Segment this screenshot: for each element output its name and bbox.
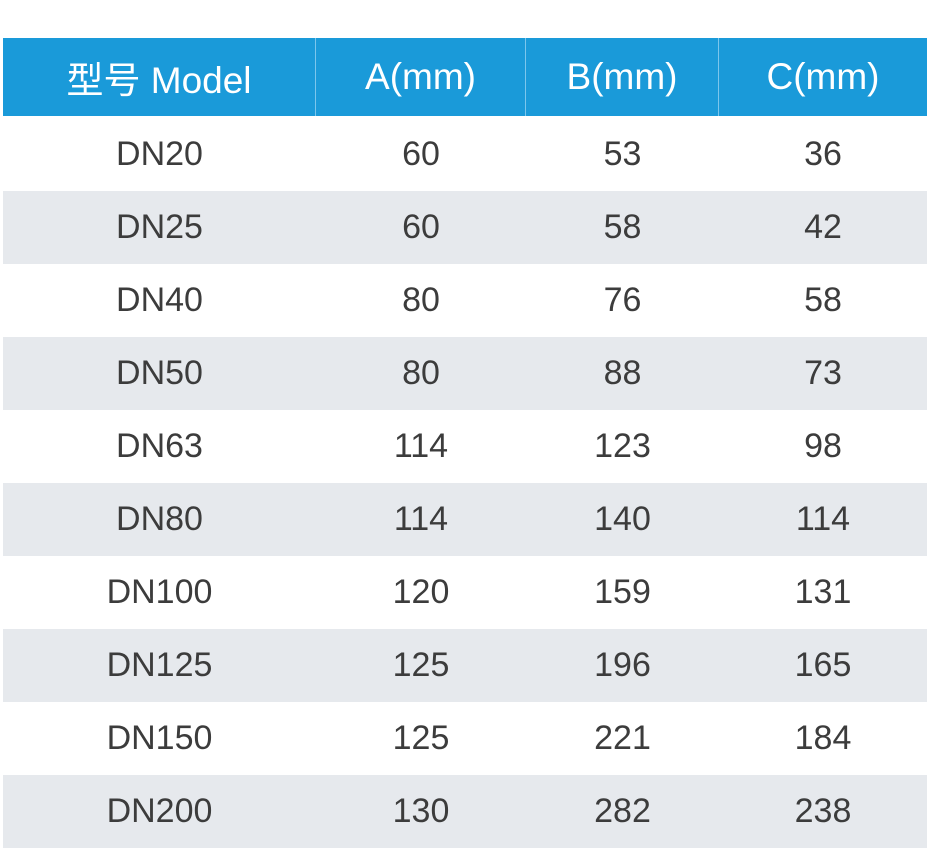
- header-a: A(mm): [316, 38, 526, 116]
- cell-b: 88: [603, 354, 642, 392]
- spec-table: 型号 Model A(mm) B(mm) C(mm) DN20 60 53 36 DN2…: [3, 38, 927, 848]
- cell-b: 282: [594, 792, 651, 830]
- table-row: DN100 120 159 131: [3, 556, 927, 629]
- cell-a: 125: [392, 646, 450, 684]
- table-body: DN20 60 53 36 DN25 60 58 42 DN40 80 76 58 DN50 80 88 73…: [3, 118, 927, 848]
- cell-b: 221: [594, 719, 651, 757]
- cell-model: DN20: [116, 135, 203, 173]
- cell-c: 58: [804, 281, 842, 319]
- table-row: DN40 80 76 58: [3, 264, 927, 337]
- cell-model: DN50: [116, 354, 203, 392]
- header-c: C(mm): [766, 56, 880, 97]
- cell-a: 60: [402, 135, 440, 173]
- cell-model: DN40: [116, 281, 203, 319]
- table-row: DN80 114 140 114: [3, 483, 927, 556]
- table-row: DN25 60 58 42: [3, 191, 927, 264]
- cell-model: DN150: [106, 719, 213, 757]
- header-model: 型号 Model: [3, 38, 316, 116]
- cell-c: 131: [794, 573, 852, 611]
- cell-c: 73: [804, 354, 842, 392]
- cell-a: 114: [393, 500, 449, 538]
- cell-model: DN80: [116, 500, 203, 538]
- cell-a: 60: [402, 208, 440, 246]
- cell-b: 76: [603, 281, 642, 319]
- cell-b: 196: [594, 646, 651, 684]
- table-row: DN200 130 282 238: [3, 775, 927, 848]
- cell-a: 125: [392, 719, 450, 757]
- cell-a: 80: [402, 281, 440, 319]
- cell-a: 130: [392, 792, 450, 830]
- cell-a: 114: [393, 427, 449, 465]
- cell-c: 36: [804, 135, 842, 173]
- cell-model: DN100: [106, 573, 213, 611]
- table-row: DN150 125 221 184: [3, 702, 927, 775]
- cell-b: 53: [603, 135, 642, 173]
- cell-b: 140: [594, 500, 651, 538]
- cell-model: DN125: [106, 646, 213, 684]
- table-row: DN125 125 196 165: [3, 629, 927, 702]
- cell-c: 114: [795, 500, 851, 538]
- cell-c: 98: [804, 427, 842, 465]
- header-b: B(mm): [526, 38, 719, 116]
- cell-c: 42: [804, 208, 842, 246]
- table-row: DN50 80 88 73: [3, 337, 927, 410]
- cell-model: DN25: [116, 208, 203, 246]
- cell-b: 123: [594, 427, 651, 465]
- cell-a: 80: [402, 354, 440, 392]
- cell-c: 165: [794, 646, 852, 684]
- cell-c: 184: [794, 719, 852, 757]
- table-row: DN63 114 123 98: [3, 410, 927, 483]
- cell-a: 120: [392, 573, 450, 611]
- table-header-row: 型号 Model A(mm) B(mm) C(mm): [3, 38, 927, 116]
- cell-c: 238: [794, 792, 852, 830]
- cell-model: DN63: [116, 427, 203, 465]
- cell-b: 58: [603, 208, 642, 246]
- cell-b: 159: [594, 573, 651, 611]
- cell-model: DN200: [106, 792, 213, 830]
- table-row: DN20 60 53 36: [3, 118, 927, 191]
